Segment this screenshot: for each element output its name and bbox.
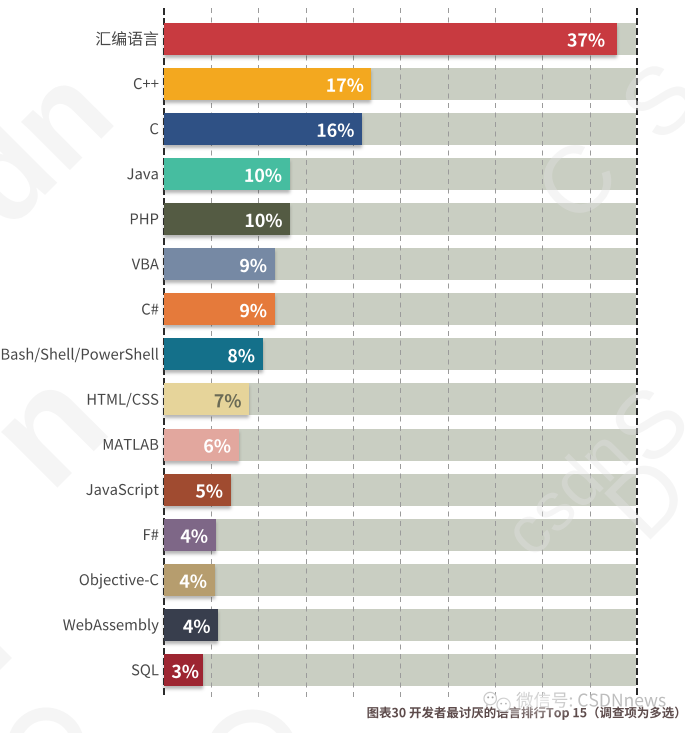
svg-text:S: S	[600, 41, 685, 161]
svg-text:sdn: sdn	[0, 555, 41, 733]
svg-text:C: C	[515, 119, 638, 242]
svg-text:csdn: csdn	[0, 37, 139, 355]
svg-text:n: n	[0, 334, 137, 518]
